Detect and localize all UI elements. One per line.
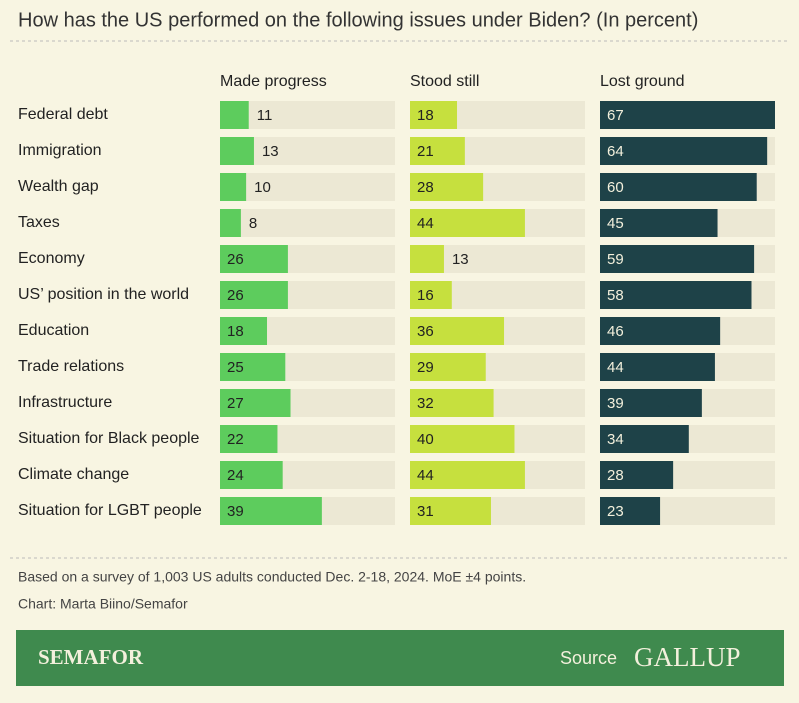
value-label: 26 [227, 287, 244, 304]
bar [600, 353, 715, 381]
value-label: 34 [607, 431, 624, 448]
column-header: Made progress [220, 73, 327, 90]
bar [600, 245, 755, 273]
value-label: 18 [227, 323, 244, 340]
value-label: 8 [249, 215, 257, 232]
category-label: US’ position in the world [18, 286, 189, 303]
category-label: Economy [18, 250, 85, 267]
bar [600, 137, 768, 165]
value-label: 45 [607, 215, 624, 232]
value-label: 59 [607, 251, 624, 268]
value-label: 44 [607, 359, 624, 376]
value-label: 11 [257, 107, 273, 124]
value-label: 28 [607, 467, 624, 484]
value-label: 18 [417, 107, 434, 124]
category-label: Taxes [18, 214, 60, 231]
value-label: 25 [227, 359, 244, 376]
category-label: Education [18, 322, 89, 339]
bar [410, 245, 444, 273]
bar [220, 137, 254, 165]
bar [410, 353, 486, 381]
bar [220, 425, 278, 453]
column-header: Stood still [410, 73, 479, 90]
value-label: 26 [227, 251, 244, 268]
category-label: Immigration [18, 142, 102, 159]
bar [220, 245, 288, 273]
note: Based on a survey of 1,003 US adults con… [18, 569, 526, 585]
bar [220, 317, 268, 345]
bar [410, 497, 491, 525]
bar [410, 389, 494, 417]
bar [220, 209, 241, 237]
bar [600, 389, 702, 417]
value-label: 27 [227, 395, 244, 412]
value-label: 21 [417, 143, 434, 160]
value-label: 29 [417, 359, 434, 376]
value-label: 13 [262, 143, 279, 160]
value-label: 32 [417, 395, 434, 412]
value-label: 64 [607, 143, 624, 160]
bar [220, 173, 247, 201]
source: GALLUP [634, 642, 741, 672]
bar [410, 209, 525, 237]
bar [410, 425, 515, 453]
track [220, 209, 395, 237]
bar [600, 101, 775, 129]
bar [220, 281, 288, 309]
bar [600, 461, 674, 489]
footer-band [16, 630, 784, 686]
bar [410, 173, 484, 201]
bar [410, 461, 525, 489]
bar [600, 173, 757, 201]
bar [410, 281, 452, 309]
value-label: 13 [452, 251, 469, 268]
value-label: 58 [607, 287, 624, 304]
value-label: 60 [607, 179, 624, 196]
bar [410, 137, 465, 165]
category-label: Wealth gap [18, 178, 99, 195]
bar [600, 497, 661, 525]
value-label: 67 [607, 107, 624, 124]
column-header: Lost ground [600, 73, 685, 90]
category-label: Situation for Black people [18, 430, 200, 447]
bar [220, 353, 286, 381]
source-label: Source [560, 648, 617, 668]
bar [220, 497, 322, 525]
bar [220, 389, 291, 417]
value-label: 24 [227, 467, 244, 484]
category-label: Trade relations [18, 358, 124, 375]
value-label: 39 [227, 503, 244, 520]
value-label: 39 [607, 395, 624, 412]
category-label: Climate change [18, 466, 129, 483]
category-label: Infrastructure [18, 394, 112, 411]
value-label: 44 [417, 467, 434, 484]
brand: SEMAFOR [38, 645, 144, 669]
value-label: 22 [227, 431, 244, 448]
value-label: 16 [417, 287, 434, 304]
chart-title: How has the US performed on the followin… [18, 9, 698, 31]
bar [600, 209, 718, 237]
value-label: 31 [417, 503, 434, 520]
bar [600, 425, 689, 453]
bar [600, 317, 721, 345]
value-label: 44 [417, 215, 434, 232]
category-label: Situation for LGBT people [18, 502, 202, 519]
value-label: 46 [607, 323, 624, 340]
value-label: 10 [254, 179, 271, 196]
value-label: 28 [417, 179, 434, 196]
value-label: 36 [417, 323, 434, 340]
bar [410, 317, 505, 345]
bar [220, 461, 283, 489]
category-label: Federal debt [18, 106, 108, 123]
value-label: 40 [417, 431, 434, 448]
bar [220, 101, 249, 129]
value-label: 23 [607, 503, 624, 520]
track [220, 173, 395, 201]
track [220, 101, 395, 129]
credit: Chart: Marta Biino/Semafor [18, 596, 188, 612]
bar [410, 101, 458, 129]
bar [600, 281, 752, 309]
